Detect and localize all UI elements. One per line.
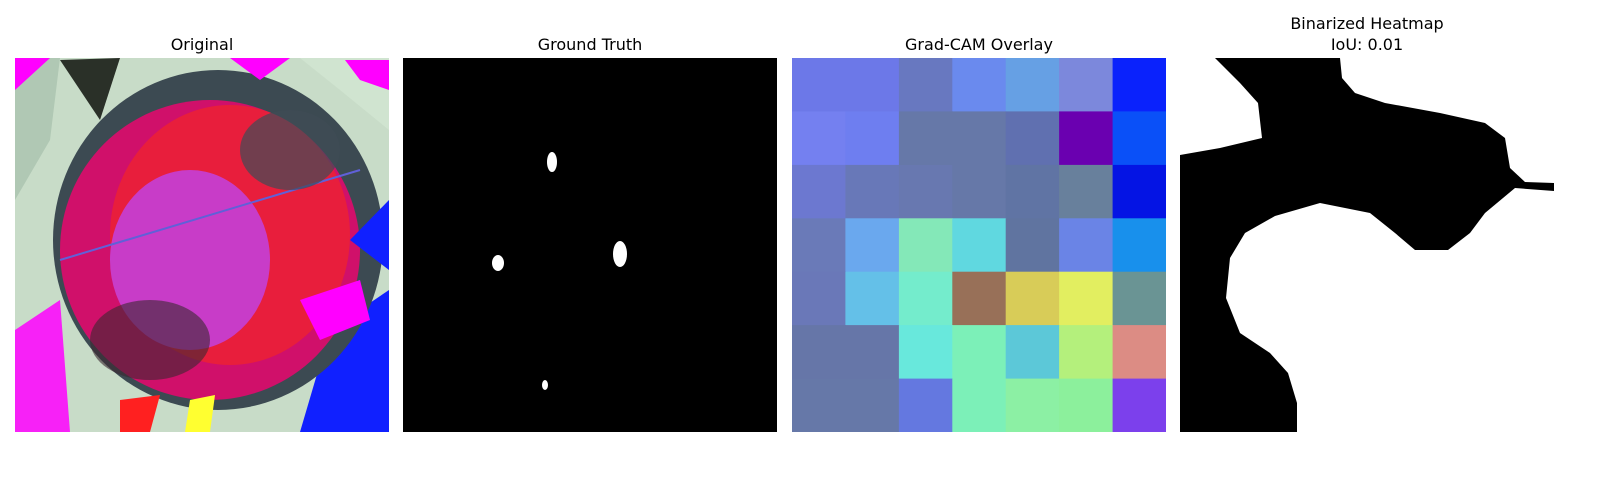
panel-title: IoU: 0.01 bbox=[1331, 35, 1403, 54]
gradcam-overlay bbox=[792, 58, 1166, 432]
panel-title: Binarized Heatmap bbox=[1290, 14, 1443, 33]
binarized-heatmap bbox=[1180, 58, 1554, 432]
panel-title: Ground Truth bbox=[538, 35, 643, 54]
panel-title: Original bbox=[171, 35, 234, 54]
ground-truth-mask bbox=[403, 58, 777, 432]
panel-title: Grad-CAM Overlay bbox=[905, 35, 1053, 54]
original-image bbox=[15, 58, 389, 432]
